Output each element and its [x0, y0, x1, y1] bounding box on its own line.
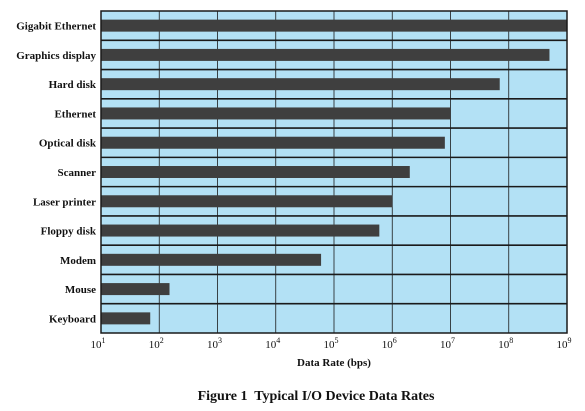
x-tick-label: 101 — [91, 336, 106, 351]
x-tick-label: 102 — [149, 336, 164, 351]
plot-frame — [100, 10, 568, 334]
x-tick-label: 104 — [265, 336, 280, 351]
x-axis-title: Data Rate (bps) — [297, 357, 371, 369]
category-label: Modem — [60, 255, 96, 267]
bar — [101, 107, 451, 120]
x-tick-label: 109 — [557, 336, 572, 351]
x-tick-label: 108 — [498, 336, 513, 351]
category-label: Scanner — [58, 167, 97, 179]
bar — [101, 19, 567, 32]
category-label: Floppy disk — [41, 226, 97, 238]
bar — [101, 136, 445, 149]
category-label: Graphics display — [16, 50, 96, 62]
category-label: Laser printer — [33, 196, 96, 208]
bar — [101, 195, 393, 208]
bar — [101, 224, 380, 237]
bar — [101, 283, 170, 296]
x-tick-labels: 101 102 103 104 105 106 107 108 109 — [91, 336, 572, 351]
category-label: Ethernet — [54, 108, 96, 120]
category-label: Hard disk — [49, 79, 97, 91]
bars — [101, 19, 567, 325]
x-tick-label: 105 — [324, 336, 339, 351]
figure-caption: Figure 1 Typical I/O Device Data Rates — [198, 389, 435, 404]
category-label: Keyboard — [49, 313, 96, 325]
x-tick-label: 103 — [207, 336, 222, 351]
bar — [101, 312, 151, 325]
category-label: Gigabit Ethernet — [16, 21, 96, 33]
x-tick-label: 107 — [440, 336, 455, 351]
category-label: Mouse — [65, 284, 96, 296]
category-label: Optical disk — [39, 138, 97, 150]
bar — [101, 48, 550, 61]
bar — [101, 78, 500, 91]
x-tick-label: 106 — [382, 336, 397, 351]
bar — [101, 253, 322, 266]
category-labels: Gigabit Ethernet Graphics display Hard dis… — [16, 21, 97, 326]
bar — [101, 166, 410, 178]
